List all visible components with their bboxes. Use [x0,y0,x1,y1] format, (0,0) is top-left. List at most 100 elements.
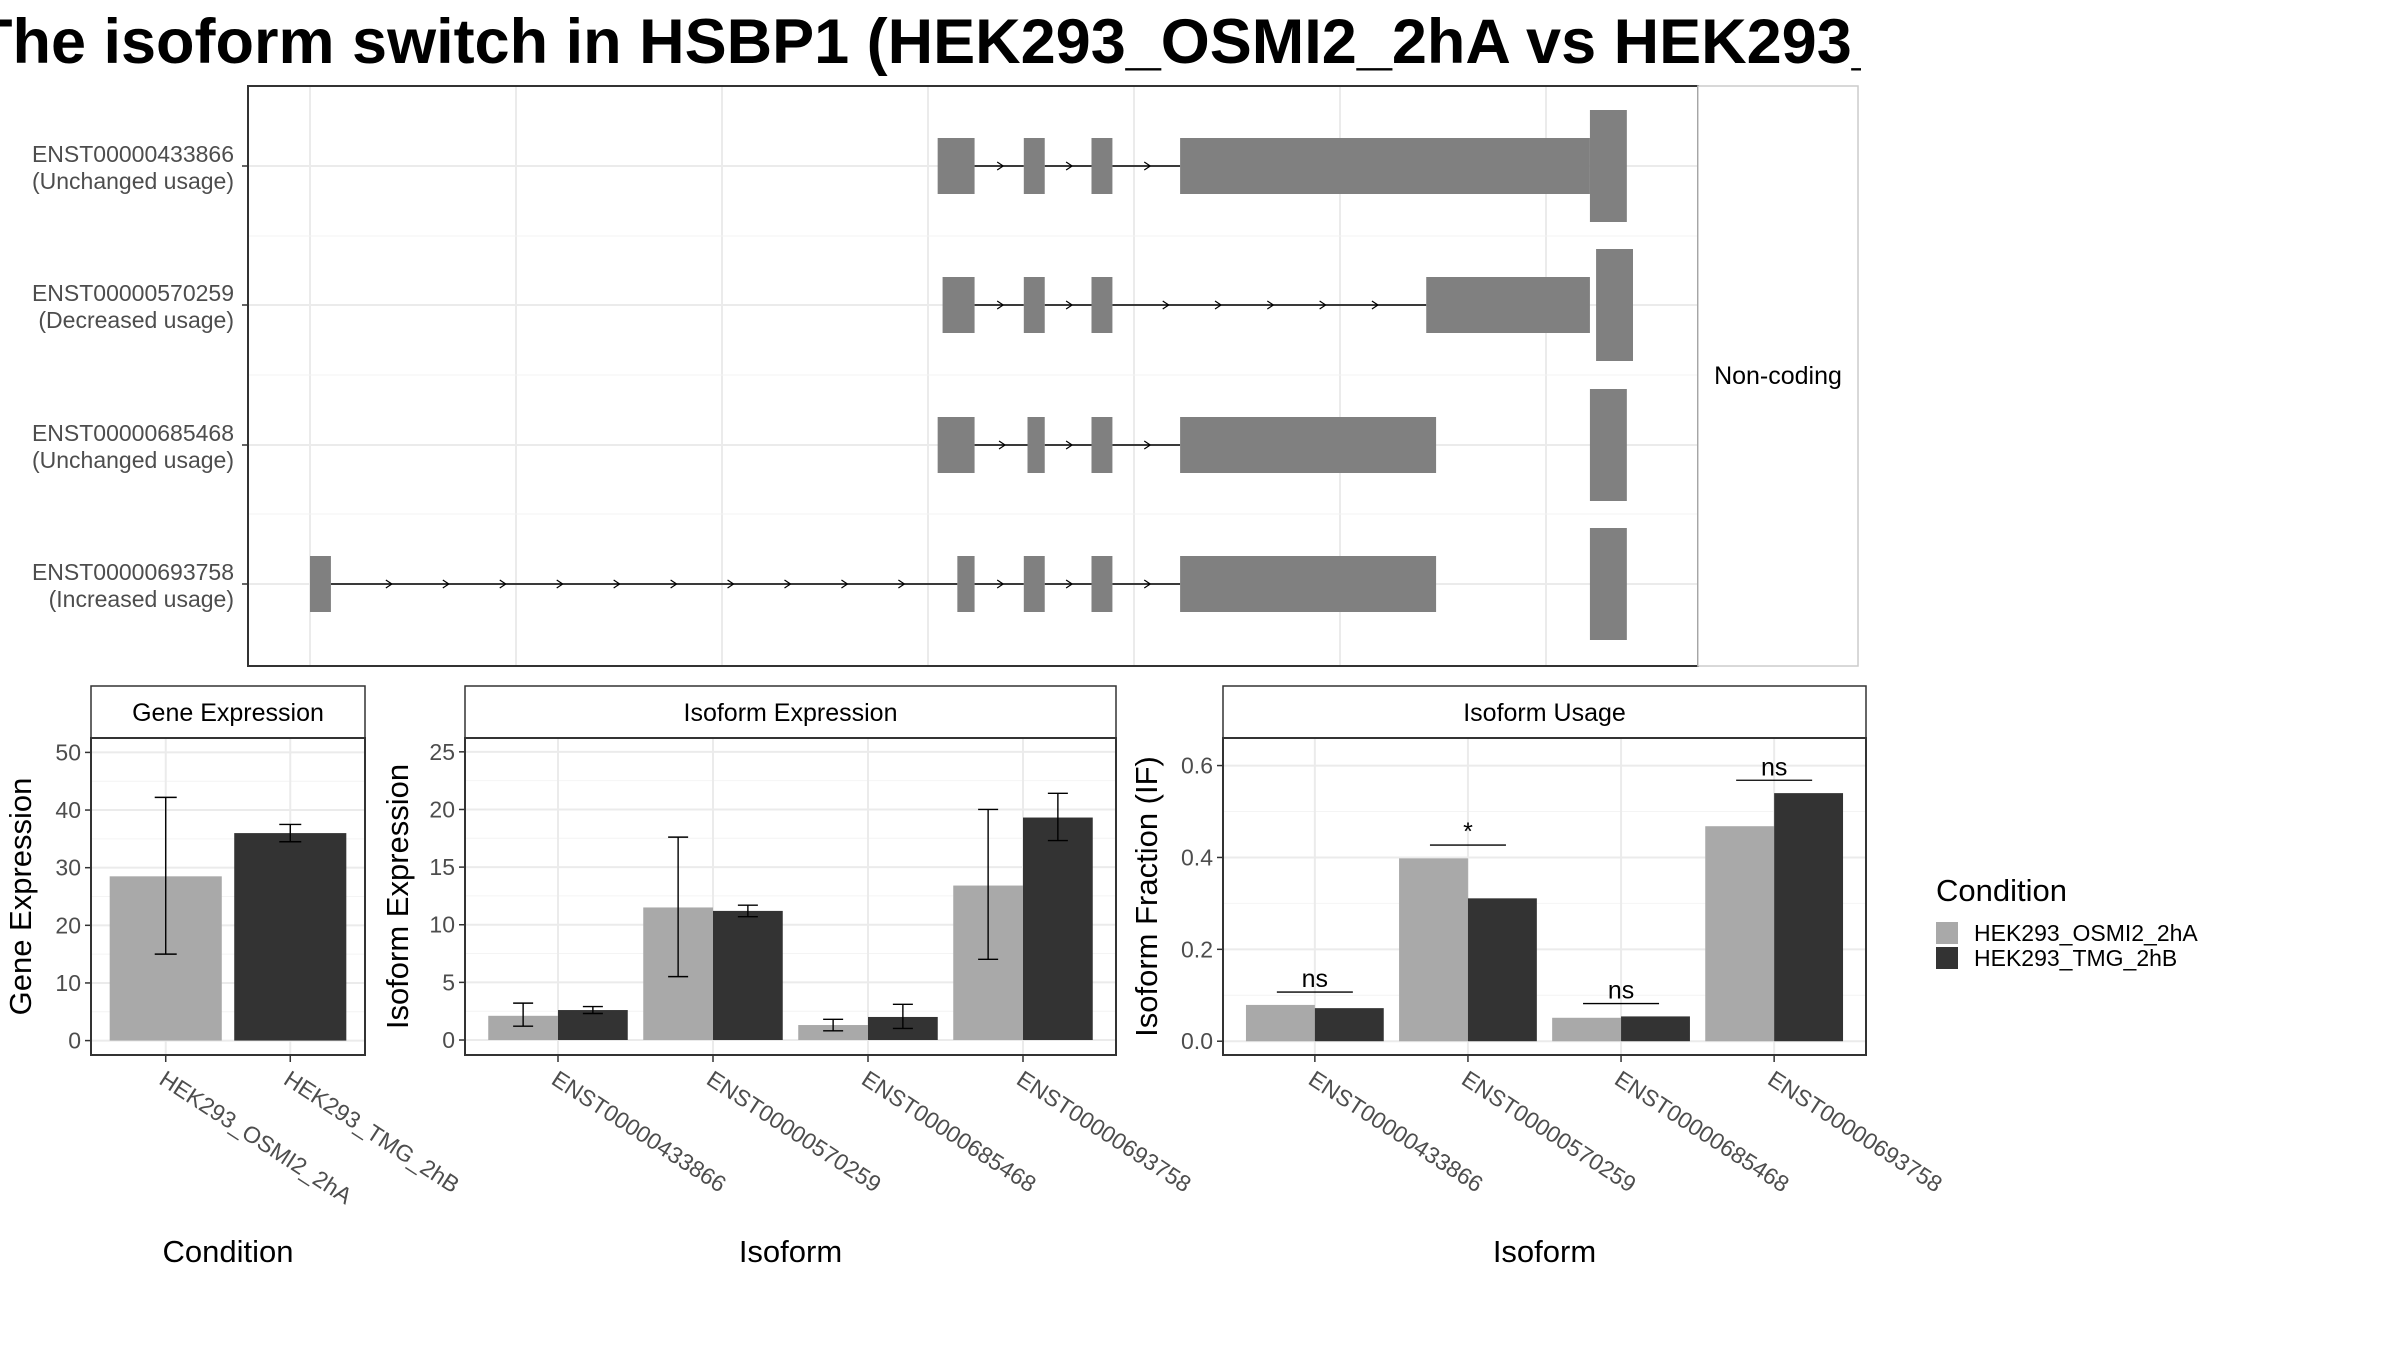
intron-arrow [1065,440,1074,450]
y-tick-label: 0.0 [1181,1028,1213,1054]
intron-arrow [1143,440,1152,450]
y-tick-label: 50 [55,739,81,765]
transcript-id-label: ENST00000693758 [32,559,234,585]
exon [1091,138,1113,194]
intron-arrow [1065,579,1074,589]
intron-arrow [1143,579,1152,589]
transcript-ENST00000570259: ENST00000570259(Decreased usage) [32,249,1633,361]
bar-ENST00000433866-series0 [1245,1004,1315,1042]
y-tick-label: 5 [442,969,455,995]
y-tick-label: 0 [442,1027,455,1053]
error-bar [823,1018,844,1032]
bar-ENST00000685468-series0 [798,1025,868,1041]
structure-facet-label: Non-coding [1714,362,1842,390]
transcript-usage-label: (Increased usage) [49,586,234,612]
legend-item-label: HEK293_TMG_2hB [1974,945,2177,971]
bar-ENST00000685468-series1 [1621,1016,1690,1042]
intron-arrow [998,440,1007,450]
isoform-expression-panel: Isoform Expression0510152025ENST00000433… [380,685,1196,1269]
y-tick-label: 20 [429,796,455,822]
intron-arrow [499,579,507,589]
gene-expression-panel: Gene Expression01020304050HEK293_OSMI2_2… [3,685,464,1269]
y-tick-label: 20 [55,912,81,938]
error-bar [978,808,999,961]
error-bar [582,1005,603,1015]
bar-ENST00000433866-series1 [558,1010,628,1041]
intron-arrow [1162,300,1170,310]
intron-arrow [613,579,621,589]
error-bar [892,1003,913,1030]
transcript-usage-label: (Unchanged usage) [32,168,234,194]
bar-ENST00000693758-series1 [1774,793,1844,1042]
cds-exon [1596,249,1633,361]
intron-arrow [996,579,1005,589]
cds-exon [1589,528,1627,640]
intron-arrow [841,579,849,589]
error-bar [513,1002,534,1027]
intron-arrow [556,579,564,589]
cds-exon [1589,389,1627,501]
y-axis-title: Isoform Expression [380,764,415,1029]
significance-label: ns [1608,977,1634,1005]
panel-strip [90,685,366,739]
y-tick-label: 0.2 [1181,936,1213,962]
intron-arrow [670,579,678,589]
panel-strip [464,685,1117,739]
chart-title: The isoform switch in HSBP1 (HEK293_OSMI… [0,7,2202,77]
significance-label: * [1463,818,1473,846]
error-bar [279,823,302,843]
transcript-usage-label: (Unchanged usage) [32,447,234,473]
intron-arrow [784,579,792,589]
significance-label: ns [1302,965,1328,993]
intron-arrow [442,579,450,589]
intron-arrow [996,300,1005,310]
plot-border [464,737,1117,1056]
legend-swatch-1 [1936,947,1958,969]
bar-HEK293_TMG_2hB [234,833,347,1041]
y-tick-label: 40 [55,797,81,823]
exon [1027,417,1045,473]
bar-ENST00000570259-series1 [713,910,783,1041]
bar-ENST00000570259-series1 [1467,898,1537,1042]
exon [937,138,975,194]
exon [937,417,975,473]
x-tick-label: ENST00000693758 [1012,1065,1196,1197]
exon [1023,556,1045,612]
isoform-usage-panel: Isoform Usage0.00.20.40.6ns*nsnsENST0000… [1129,685,1947,1269]
transcript-id-label: ENST00000570259 [32,280,234,306]
intron-arrow [1065,161,1074,171]
bar-ENST00000693758-series0 [1705,826,1775,1042]
x-axis-title: Condition [163,1234,294,1269]
y-tick-label: 0 [68,1028,81,1054]
y-tick-label: 15 [429,854,455,880]
exon [1091,417,1113,473]
bar-ENST00000693758-series1 [1023,817,1093,1041]
transcript-ENST00000685468: ENST00000685468(Unchanged usage) [32,389,1627,501]
exon [1091,556,1113,612]
panel-strip-label: Isoform Usage [1463,699,1626,727]
exon [310,556,331,612]
y-tick-label: 0.4 [1181,844,1213,870]
legend-item-label: HEK293_OSMI2_2hA [1974,920,2198,946]
intron-arrow [996,161,1005,171]
intron-arrow [1065,300,1074,310]
y-tick-label: 30 [55,855,81,881]
intron-arrow [898,579,906,589]
y-tick-label: 10 [55,970,81,996]
exon [1023,138,1045,194]
transcript-id-label: ENST00000685468 [32,420,234,446]
exon [1091,277,1113,333]
intron-arrow [727,579,735,589]
intron-arrow [1214,300,1223,310]
error-bar [668,836,689,978]
transcript-usage-label: (Decreased usage) [38,307,234,333]
y-tick-label: 0.6 [1181,753,1213,779]
y-tick-label: 10 [429,912,455,938]
panel-strip-label: Isoform Expression [684,699,898,727]
exon [1180,417,1437,473]
intron-arrow [1266,300,1275,310]
y-axis-title: Isoform Fraction (IF) [1129,756,1164,1037]
transcript-structure-panel: ENST00000433866(Unchanged usage)ENST0000… [32,85,1859,667]
